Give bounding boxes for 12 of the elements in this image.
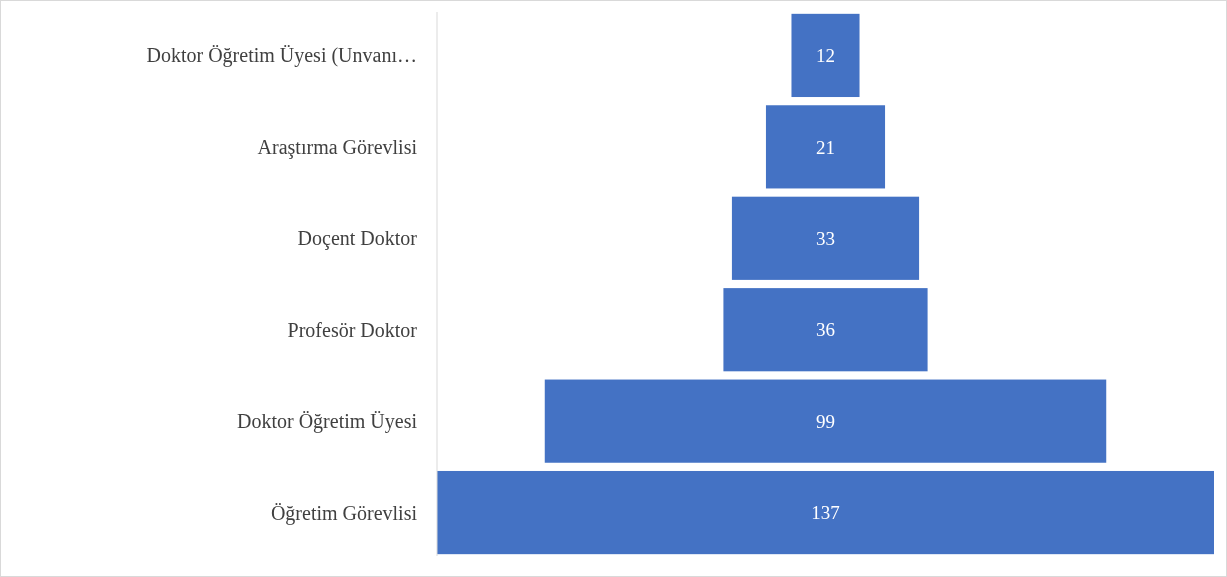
category-label: Öğretim Görevlisi [270, 501, 418, 525]
data-label: 12 [816, 45, 835, 67]
data-label: 33 [816, 227, 835, 249]
data-label: 21 [816, 136, 835, 158]
data-label: 36 [816, 319, 835, 341]
category-label: Doktor Öğretim Üyesi (Unvanı… [146, 44, 417, 68]
category-label: Doçent Doktor [297, 227, 418, 251]
category-label: Doktor Öğretim Üyesi [237, 410, 418, 434]
category-label: Profesör Doktor [287, 318, 418, 341]
category-label: Araştırma Görevlisi [257, 135, 418, 159]
data-label: 99 [816, 410, 835, 432]
data-label: 137 [811, 502, 840, 524]
